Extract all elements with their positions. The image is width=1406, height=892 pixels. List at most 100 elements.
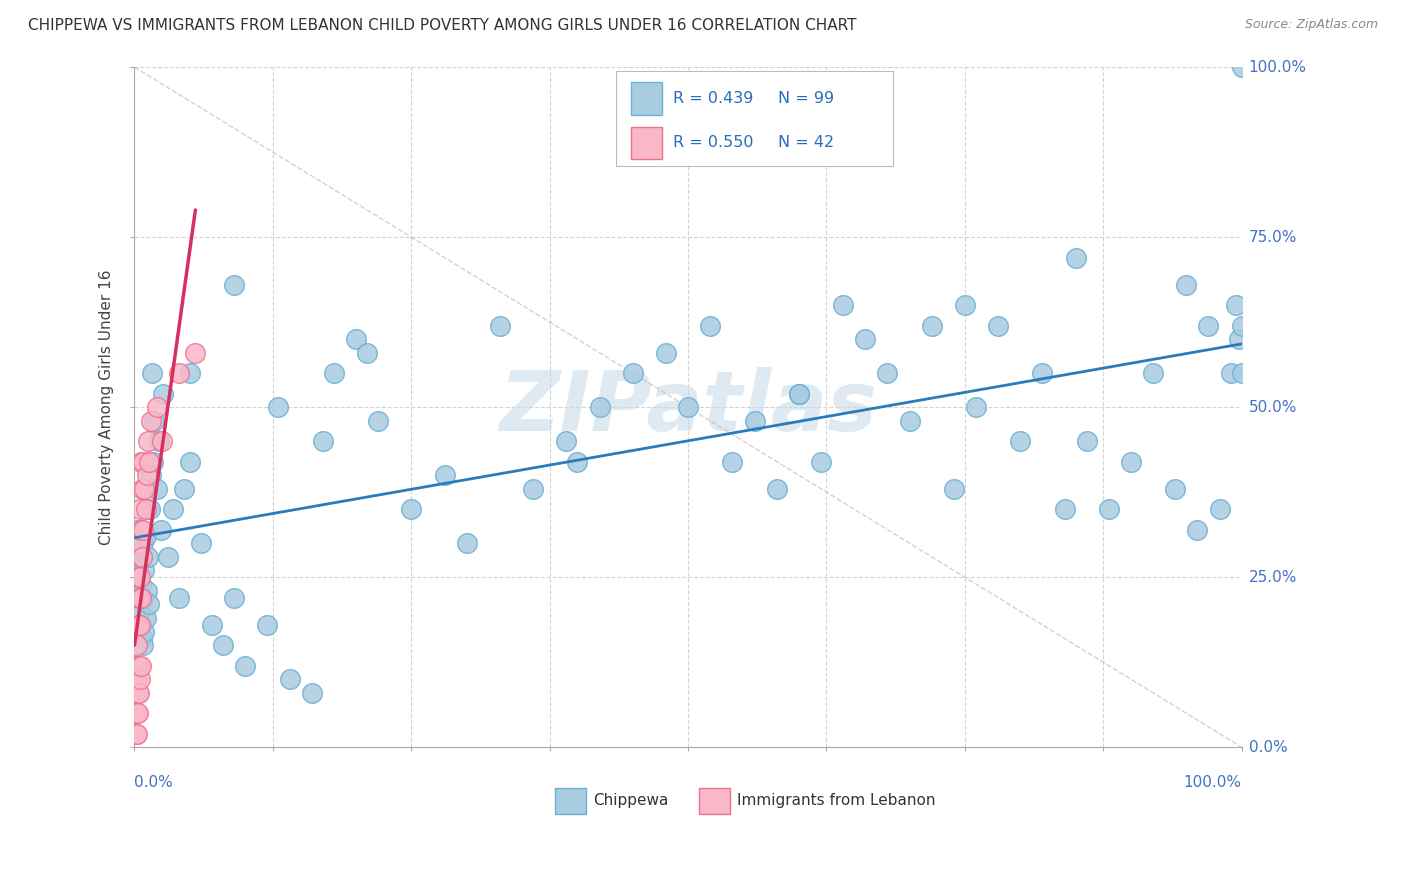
Chippewa: [1010, 434, 1032, 449]
FancyBboxPatch shape: [699, 788, 730, 814]
Immigrants from Lebanon: [145, 400, 167, 414]
Text: 0.0%: 0.0%: [1249, 739, 1288, 755]
Chippewa: [1230, 366, 1253, 380]
Chippewa: [233, 658, 256, 673]
Chippewa: [179, 454, 201, 468]
Chippewa: [201, 617, 224, 632]
Chippewa: [256, 617, 278, 632]
Text: 100.0%: 100.0%: [1249, 60, 1306, 75]
Chippewa: [1098, 502, 1121, 516]
Immigrants from Lebanon: [124, 686, 146, 700]
Chippewa: [162, 502, 184, 516]
Chippewa: [1230, 318, 1253, 333]
Chippewa: [1175, 277, 1198, 292]
Chippewa: [765, 482, 787, 496]
Immigrants from Lebanon: [127, 658, 149, 673]
Chippewa: [367, 414, 389, 428]
Immigrants from Lebanon: [124, 706, 146, 721]
Chippewa: [987, 318, 1010, 333]
Chippewa: [124, 549, 146, 564]
Chippewa: [312, 434, 335, 449]
Immigrants from Lebanon: [124, 726, 146, 740]
Text: R = 0.439: R = 0.439: [672, 91, 754, 106]
Text: CHIPPEWA VS IMMIGRANTS FROM LEBANON CHILD POVERTY AMONG GIRLS UNDER 16 CORRELATI: CHIPPEWA VS IMMIGRANTS FROM LEBANON CHIL…: [28, 18, 856, 33]
Immigrants from Lebanon: [132, 523, 155, 537]
Chippewa: [129, 577, 152, 591]
Chippewa: [721, 454, 744, 468]
Immigrants from Lebanon: [135, 468, 157, 483]
Chippewa: [1230, 60, 1253, 74]
Immigrants from Lebanon: [128, 591, 150, 605]
Chippewa: [1225, 298, 1247, 312]
Chippewa: [953, 298, 976, 312]
Chippewa: [167, 591, 190, 605]
Immigrants from Lebanon: [129, 658, 152, 673]
Chippewa: [1187, 523, 1209, 537]
Immigrants from Lebanon: [167, 366, 190, 380]
Chippewa: [965, 400, 987, 414]
Chippewa: [433, 468, 456, 483]
Immigrants from Lebanon: [138, 454, 160, 468]
Chippewa: [1142, 366, 1164, 380]
Chippewa: [588, 400, 610, 414]
Chippewa: [129, 529, 152, 543]
Chippewa: [138, 598, 160, 612]
Chippewa: [621, 366, 644, 380]
Text: N = 42: N = 42: [778, 136, 834, 151]
Chippewa: [1164, 482, 1187, 496]
Immigrants from Lebanon: [127, 706, 149, 721]
Immigrants from Lebanon: [124, 706, 146, 721]
Text: Chippewa: Chippewa: [593, 794, 668, 808]
Chippewa: [1198, 318, 1220, 333]
Chippewa: [139, 468, 162, 483]
Chippewa: [179, 366, 201, 380]
Immigrants from Lebanon: [139, 414, 162, 428]
Chippewa: [132, 536, 155, 550]
Immigrants from Lebanon: [124, 672, 146, 686]
Chippewa: [132, 638, 155, 652]
Chippewa: [344, 332, 367, 346]
Immigrants from Lebanon: [125, 706, 148, 721]
Chippewa: [787, 386, 810, 401]
FancyBboxPatch shape: [630, 82, 662, 115]
Chippewa: [356, 345, 378, 359]
Chippewa: [1229, 332, 1251, 346]
Chippewa: [129, 543, 152, 558]
Immigrants from Lebanon: [129, 523, 152, 537]
Chippewa: [876, 366, 898, 380]
Chippewa: [224, 277, 246, 292]
Chippewa: [134, 563, 156, 577]
Chippewa: [148, 434, 170, 449]
Chippewa: [301, 686, 323, 700]
Immigrants from Lebanon: [125, 638, 148, 652]
Chippewa: [676, 400, 699, 414]
Chippewa: [522, 482, 544, 496]
Text: 25.0%: 25.0%: [1249, 570, 1296, 585]
Text: R = 0.550: R = 0.550: [672, 136, 754, 151]
Immigrants from Lebanon: [129, 591, 152, 605]
Immigrants from Lebanon: [136, 434, 159, 449]
Immigrants from Lebanon: [124, 658, 146, 673]
Immigrants from Lebanon: [134, 482, 156, 496]
Chippewa: [655, 345, 678, 359]
Immigrants from Lebanon: [184, 345, 207, 359]
FancyBboxPatch shape: [630, 127, 662, 159]
Chippewa: [173, 482, 195, 496]
Chippewa: [555, 434, 578, 449]
Text: 0.0%: 0.0%: [135, 775, 173, 790]
Chippewa: [898, 414, 921, 428]
Chippewa: [141, 366, 163, 380]
Immigrants from Lebanon: [125, 686, 148, 700]
Text: 100.0%: 100.0%: [1184, 775, 1241, 790]
Chippewa: [127, 591, 149, 605]
Chippewa: [128, 557, 150, 571]
Immigrants from Lebanon: [127, 617, 149, 632]
Chippewa: [1119, 454, 1142, 468]
Chippewa: [152, 386, 174, 401]
Chippewa: [942, 482, 965, 496]
Immigrants from Lebanon: [127, 570, 149, 584]
Immigrants from Lebanon: [129, 672, 152, 686]
Text: 50.0%: 50.0%: [1249, 400, 1296, 415]
Chippewa: [832, 298, 855, 312]
Chippewa: [853, 332, 876, 346]
